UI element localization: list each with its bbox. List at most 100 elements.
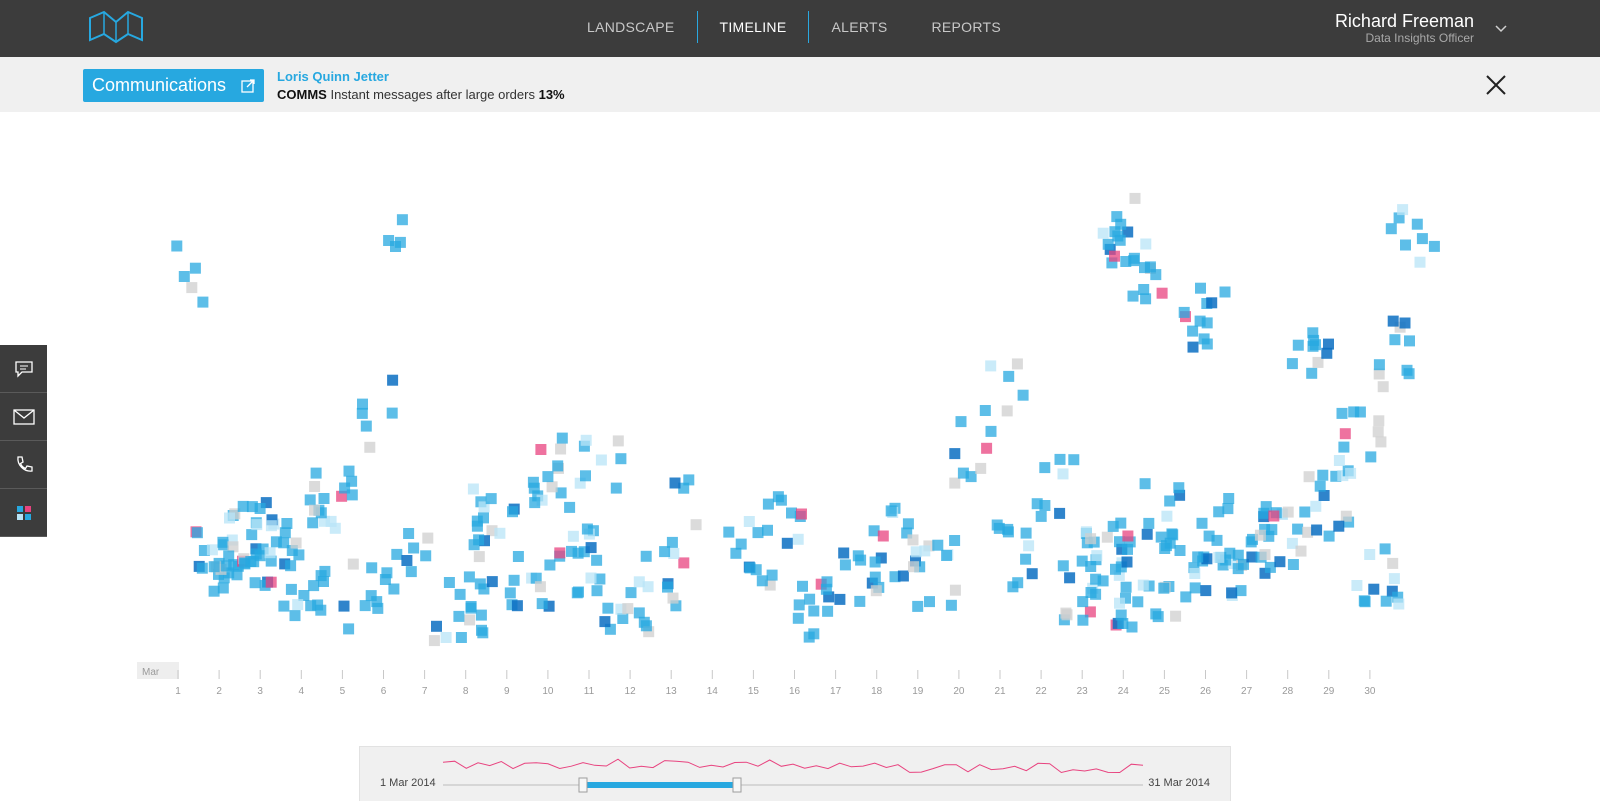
event-point[interactable] <box>1128 255 1140 267</box>
event-point[interactable] <box>504 587 516 599</box>
event-point[interactable] <box>1001 405 1013 417</box>
event-point[interactable] <box>683 474 695 486</box>
event-point[interactable] <box>1139 478 1151 490</box>
event-point[interactable] <box>578 440 590 452</box>
event-point[interactable] <box>1224 547 1236 559</box>
event-point[interactable] <box>1120 581 1132 593</box>
event-point[interactable] <box>622 603 634 615</box>
event-point[interactable] <box>197 296 209 308</box>
event-point[interactable] <box>1167 529 1179 541</box>
event-point[interactable] <box>820 583 832 595</box>
event-point[interactable] <box>315 570 327 582</box>
event-point[interactable] <box>1139 262 1150 274</box>
event-point[interactable] <box>1111 211 1123 223</box>
event-point[interactable] <box>772 491 784 503</box>
event-point[interactable] <box>615 453 627 465</box>
event-point[interactable] <box>979 405 991 416</box>
event-point[interactable] <box>239 557 251 569</box>
event-point[interactable] <box>186 282 198 294</box>
sidebar-item-chat[interactable] <box>0 345 47 393</box>
sidebar-item-mail[interactable] <box>0 393 47 441</box>
event-point[interactable] <box>796 508 807 520</box>
event-point[interactable] <box>730 547 742 559</box>
event-point[interactable] <box>581 523 593 535</box>
event-point[interactable] <box>690 519 702 531</box>
event-point[interactable] <box>293 549 305 561</box>
event-point[interactable] <box>1274 556 1286 568</box>
event-point[interactable] <box>1122 530 1134 542</box>
event-point[interactable] <box>633 576 645 588</box>
event-point[interactable] <box>1115 517 1127 529</box>
event-point[interactable] <box>1222 503 1234 515</box>
event-point[interactable] <box>315 604 327 616</box>
event-point[interactable] <box>594 573 606 585</box>
event-point[interactable] <box>336 490 348 502</box>
event-point[interactable] <box>1403 368 1415 380</box>
event-point[interactable] <box>985 425 997 437</box>
event-point[interactable] <box>750 564 762 576</box>
event-point[interactable] <box>309 504 320 516</box>
event-point[interactable] <box>1323 530 1335 542</box>
event-point[interactable] <box>1246 551 1258 563</box>
event-point[interactable] <box>667 592 679 604</box>
event-point[interactable] <box>1097 227 1109 239</box>
event-point[interactable] <box>431 620 442 632</box>
event-point[interactable] <box>1268 510 1280 522</box>
event-point[interactable] <box>217 536 229 548</box>
event-point[interactable] <box>981 442 993 454</box>
event-point[interactable] <box>1317 469 1329 481</box>
event-point[interactable] <box>1122 226 1134 238</box>
event-point[interactable] <box>226 534 238 546</box>
event-point[interactable] <box>670 600 682 612</box>
event-point[interactable] <box>1308 334 1320 346</box>
event-point[interactable] <box>508 574 520 586</box>
event-point[interactable] <box>224 512 235 524</box>
event-point[interactable] <box>793 599 805 611</box>
event-point[interactable] <box>1115 561 1127 573</box>
event-point[interactable] <box>838 547 850 559</box>
event-point[interactable] <box>1389 334 1401 346</box>
event-point[interactable] <box>1140 293 1152 305</box>
event-point[interactable] <box>1377 381 1389 393</box>
event-point[interactable] <box>723 526 735 538</box>
event-point[interactable] <box>839 559 851 571</box>
event-point[interactable] <box>1259 523 1271 535</box>
event-point[interactable] <box>1120 592 1131 604</box>
event-point[interactable] <box>191 527 203 539</box>
event-point[interactable] <box>347 558 359 570</box>
event-point[interactable] <box>554 547 566 559</box>
event-point[interactable] <box>1351 580 1363 591</box>
event-point[interactable] <box>764 579 776 591</box>
event-point[interactable] <box>217 582 229 594</box>
event-point[interactable] <box>797 580 808 592</box>
event-point[interactable] <box>1031 498 1043 510</box>
event-point[interactable] <box>1206 297 1218 309</box>
event-point[interactable] <box>1114 234 1126 246</box>
event-point[interactable] <box>580 470 591 482</box>
event-point[interactable] <box>1173 482 1185 494</box>
event-point[interactable] <box>902 518 914 530</box>
event-point[interactable] <box>1129 192 1141 204</box>
event-point[interactable] <box>1354 406 1366 418</box>
event-point[interactable] <box>1307 340 1319 352</box>
event-point[interactable] <box>475 609 487 621</box>
event-point[interactable] <box>854 595 866 607</box>
event-point[interactable] <box>555 443 567 455</box>
event-point[interactable] <box>1306 367 1318 379</box>
event-point[interactable] <box>1400 239 1411 251</box>
event-point[interactable] <box>574 477 586 489</box>
event-point[interactable] <box>955 416 967 428</box>
event-point[interactable] <box>371 596 383 608</box>
event-point[interactable] <box>1141 528 1153 540</box>
event-point[interactable] <box>602 602 614 614</box>
event-point[interactable] <box>919 545 931 557</box>
event-point[interactable] <box>1109 250 1120 262</box>
event-point[interactable] <box>318 493 330 504</box>
event-point[interactable] <box>578 546 590 558</box>
event-point[interactable] <box>1365 451 1377 463</box>
event-point[interactable] <box>1054 507 1066 519</box>
event-point[interactable] <box>1080 526 1092 538</box>
event-point[interactable] <box>1158 582 1170 594</box>
event-point[interactable] <box>786 507 797 519</box>
event-point[interactable] <box>1138 284 1150 295</box>
